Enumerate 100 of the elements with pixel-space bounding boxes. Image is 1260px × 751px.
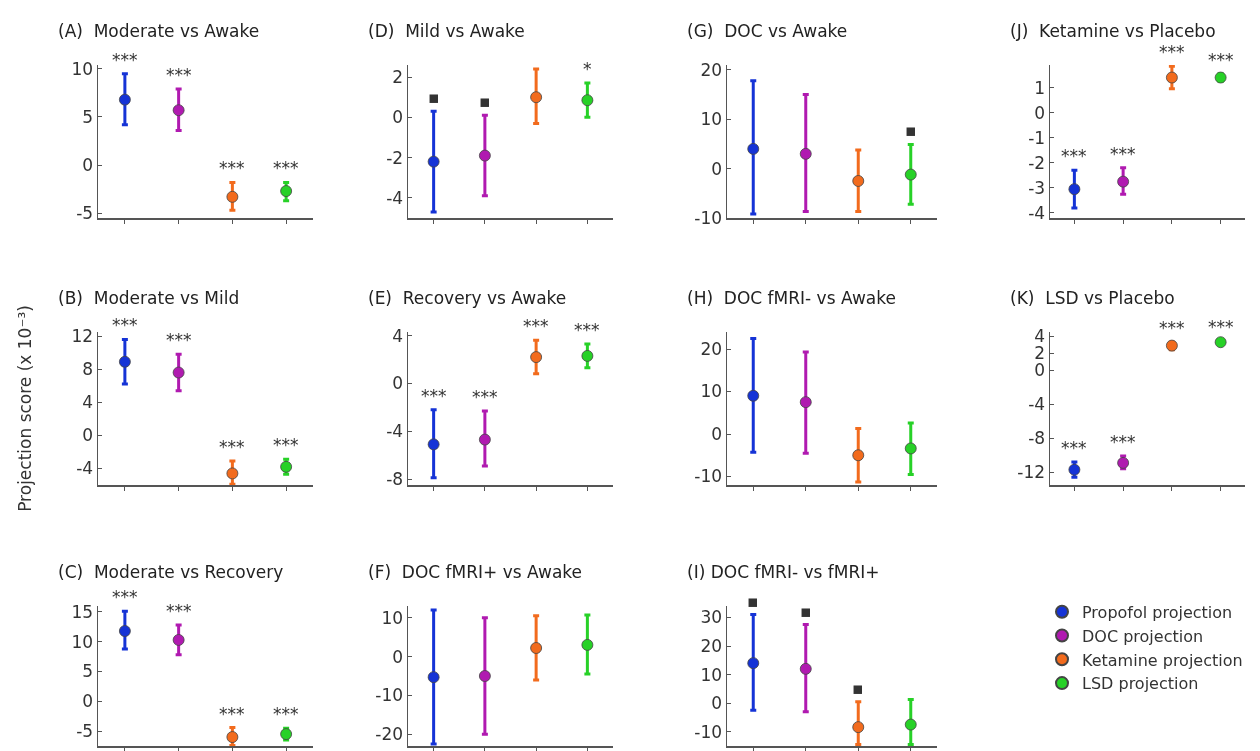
y-tick-label: 0	[82, 691, 94, 712]
y-tick-label: 4	[82, 392, 94, 413]
legend-label: LSD projection	[1082, 674, 1199, 694]
y-tick-label: 0	[711, 693, 723, 714]
point	[172, 634, 185, 646]
y-tick-label: 10	[700, 381, 723, 402]
data-label: ▪	[479, 91, 491, 111]
point	[118, 93, 131, 106]
point	[226, 467, 239, 480]
y-tick-label: 10	[71, 631, 94, 652]
y-tick-label: -10	[694, 207, 723, 228]
data-label: ▪	[747, 591, 759, 611]
point	[581, 638, 594, 651]
data-label: ▪	[905, 120, 917, 140]
data-label: ▪	[428, 87, 440, 107]
y-tick-label: 10	[381, 607, 404, 628]
point	[581, 350, 594, 362]
y-tick-label: 0	[392, 107, 404, 128]
y-tick-label: -4	[386, 421, 404, 442]
y-tick-label: 1	[1034, 77, 1046, 98]
data-label: ***	[1110, 432, 1136, 452]
y-tick-label: 20	[700, 338, 723, 359]
legend-label: DOC projection	[1082, 626, 1204, 646]
chart-title: (G) DOC vs Awake	[687, 20, 848, 41]
y-tick-label: 2	[392, 67, 404, 88]
y-tick-label: -20	[375, 724, 404, 745]
point	[280, 185, 293, 197]
chart-title: (C) Moderate vs Recovery	[58, 561, 284, 582]
y-tick-label: -12	[1017, 462, 1046, 483]
chart-title: (D) Mild vs Awake	[368, 20, 525, 41]
data-label: ***	[112, 50, 138, 70]
point	[427, 155, 440, 168]
point	[478, 433, 491, 446]
y-tick-label: 0	[711, 158, 723, 179]
point	[852, 449, 865, 462]
chart-title: (H) DOC fMRI- vs Awake	[687, 287, 896, 308]
data-label: ***	[574, 320, 600, 340]
data-label: ***	[112, 587, 138, 607]
y-tick-label: 12	[71, 326, 94, 347]
y-tick-label: 5	[82, 661, 94, 682]
data-label: ▪	[800, 601, 812, 621]
point	[530, 351, 543, 363]
data-label: ***	[1208, 50, 1234, 70]
chart-title: (I) DOC fMRI- vs fMRI+	[687, 561, 880, 582]
point	[581, 94, 594, 107]
y-tick-label: -8	[1028, 428, 1046, 449]
y-tick-label: -4	[1028, 202, 1046, 223]
point	[172, 104, 185, 117]
data-label: ***	[273, 158, 299, 178]
point	[530, 91, 543, 104]
point	[427, 671, 440, 684]
legend-label: Ketamine projection	[1082, 650, 1243, 670]
data-label: ***	[166, 601, 192, 621]
y-axis-title: Projection score (x 10⁻³)	[15, 305, 36, 512]
data-label: ***	[472, 387, 498, 407]
chart-title: (F) DOC fMRI+ vs Awake	[368, 561, 583, 582]
point	[747, 389, 760, 402]
data-label: ▪	[852, 678, 864, 698]
data-label: ***	[219, 158, 245, 178]
y-tick-label: 0	[392, 646, 404, 667]
point	[799, 396, 812, 409]
data-label: ***	[112, 315, 138, 335]
data-label: *	[583, 59, 592, 79]
y-tick-label: -2	[1028, 152, 1046, 173]
point	[1117, 175, 1130, 188]
y-tick-label: -10	[375, 685, 404, 706]
data-label: ***	[273, 704, 299, 724]
point	[226, 731, 239, 743]
data-label: ***	[1061, 146, 1087, 166]
data-label: ***	[166, 330, 192, 350]
data-label: ***	[219, 704, 245, 724]
chart-title: (K) LSD vs Placebo	[1010, 287, 1175, 308]
y-tick-label: -4	[386, 187, 404, 208]
data-label: ***	[1208, 317, 1234, 337]
chart-title: (B) Moderate vs Mild	[58, 287, 240, 308]
point	[1068, 183, 1081, 196]
y-tick-label: 10	[71, 58, 94, 79]
point	[852, 721, 865, 734]
point	[226, 190, 239, 203]
data-label: ***	[1110, 144, 1136, 164]
chart-title: (E) Recovery vs Awake	[368, 287, 567, 308]
y-tick-label: -10	[694, 466, 723, 487]
y-tick-label: 4	[392, 325, 404, 346]
chart-title: (A) Moderate vs Awake	[58, 20, 260, 41]
y-tick-label: -4	[1028, 394, 1046, 415]
y-tick-label: -1	[1028, 127, 1046, 148]
point	[747, 657, 760, 670]
data-label: ***	[219, 437, 245, 457]
data-label: ***	[523, 316, 549, 336]
point	[904, 718, 917, 731]
y-tick-label: 0	[392, 373, 404, 394]
y-tick-label: 0	[82, 155, 94, 176]
y-tick-label: 0	[82, 425, 94, 446]
point	[852, 175, 865, 187]
y-tick-label: 20	[700, 59, 723, 80]
point	[1165, 71, 1178, 84]
y-tick-label: 8	[82, 359, 94, 380]
y-tick-label: 0	[711, 423, 723, 444]
data-label: ***	[273, 435, 299, 455]
y-tick-label: 10	[700, 109, 723, 130]
